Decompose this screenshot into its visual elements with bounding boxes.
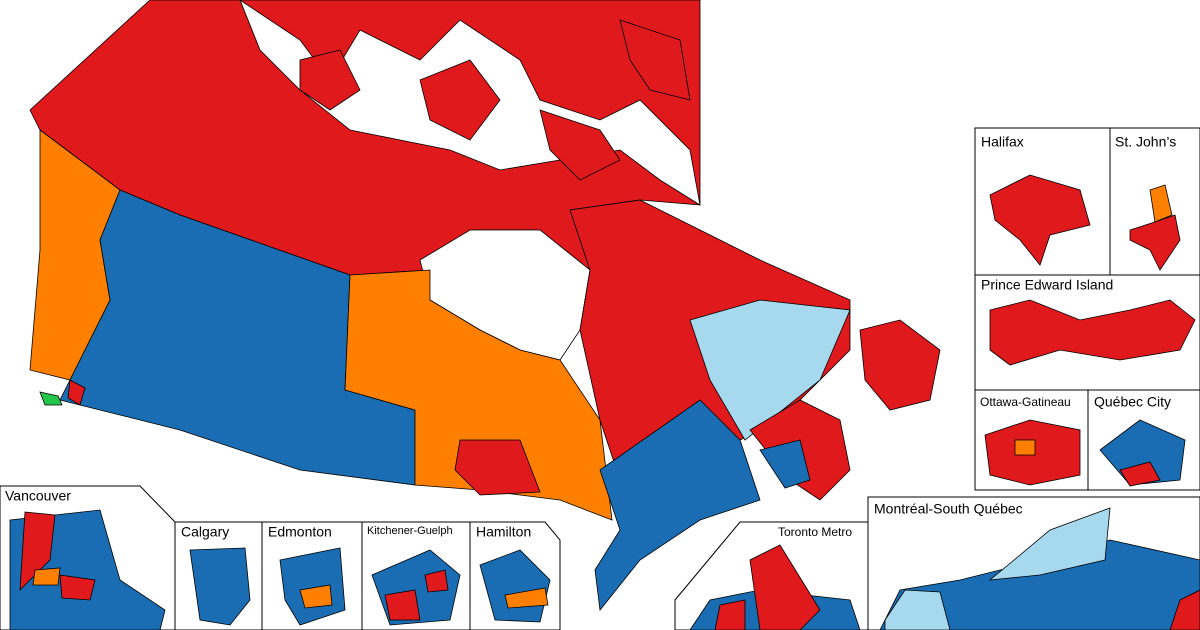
arctic-island	[419, 59, 501, 141]
inset-label: Vancouver	[5, 487, 71, 503]
inset-label: Calgary	[181, 523, 229, 539]
inset-label: Kitchener-Guelph	[367, 525, 453, 537]
inset-label: Halifax	[981, 133, 1024, 149]
inset-label: Toronto Metro	[778, 525, 852, 539]
inset-label: St. John’s	[1115, 133, 1176, 149]
inset-area	[1014, 439, 1036, 456]
quebec-east	[689, 299, 851, 441]
inset-east: Halifax St. John’s Prince Edward Island …	[974, 127, 1200, 491]
inset-toronto: Toronto Metro	[674, 521, 869, 630]
inset-area	[1129, 214, 1181, 271]
inset-area	[59, 574, 96, 601]
inset-montreal: Montréal-South Québec	[867, 496, 1200, 630]
inset-area	[299, 584, 333, 609]
inset-area	[749, 544, 821, 630]
inset-area	[384, 589, 421, 621]
inset-area	[1099, 419, 1186, 486]
inset-label: Québec City	[1094, 393, 1171, 409]
inset-area	[1169, 589, 1200, 630]
inset-west: Vancouver Calgary Edmonton Kitchener-Gue…	[0, 485, 561, 630]
arctic-island	[619, 19, 691, 101]
inset-area	[19, 511, 56, 592]
north-ontario	[454, 439, 541, 496]
inset-area	[1119, 461, 1161, 487]
inset-label: Hamilton	[476, 523, 531, 539]
newfoundland	[859, 319, 941, 411]
inset-area	[989, 299, 1196, 366]
inset-area	[1149, 184, 1173, 223]
inset-area	[989, 174, 1091, 266]
inset-area	[988, 507, 1111, 581]
inset-label: Montréal-South Québec	[874, 500, 1023, 516]
inset-area	[189, 547, 251, 626]
southeast-ridings	[594, 399, 761, 611]
inset-area	[714, 599, 746, 630]
island-riding	[67, 379, 86, 406]
mainland-map	[29, 0, 941, 611]
inset-area	[32, 567, 61, 586]
inset-area	[504, 587, 549, 609]
arctic-island	[539, 109, 621, 181]
island-riding	[39, 391, 63, 406]
inset-label: Prince Edward Island	[981, 276, 1113, 292]
inset-label: Ottawa-Gatineau	[980, 395, 1071, 409]
inset-area	[884, 589, 951, 630]
arctic-island	[299, 49, 361, 111]
inset-label: Edmonton	[268, 523, 332, 539]
maritimes-blue	[759, 439, 811, 489]
inset-area	[424, 569, 449, 593]
